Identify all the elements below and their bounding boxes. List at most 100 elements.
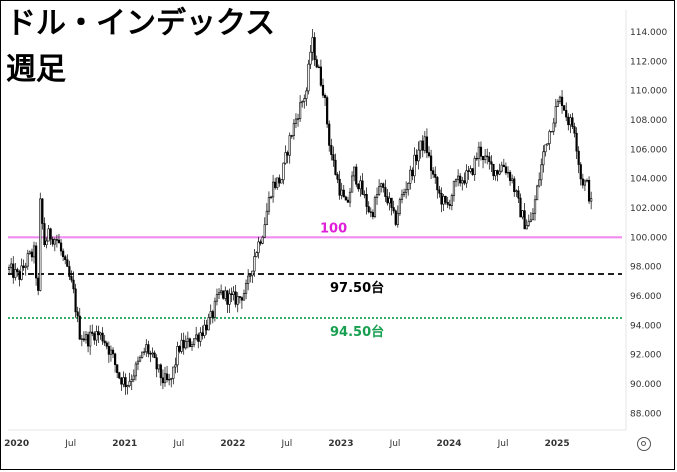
candle-body	[261, 236, 264, 244]
candle-body	[86, 334, 90, 347]
candle-body	[498, 170, 501, 175]
y-tick-label: 100.000	[630, 233, 667, 243]
candle-body	[409, 169, 412, 184]
candle-body	[344, 196, 347, 201]
candle-body	[427, 152, 431, 157]
y-tick-label: 106.000	[630, 145, 667, 155]
candle-body	[99, 332, 102, 336]
candle-body	[538, 179, 541, 187]
candle-body	[74, 288, 77, 313]
candle-body	[525, 224, 528, 230]
candle-body	[197, 334, 200, 342]
candle-body	[132, 375, 135, 380]
candle-body	[182, 339, 185, 349]
candle-body	[367, 206, 370, 213]
candle-body	[20, 265, 23, 280]
candle-body	[190, 344, 194, 347]
candle-body	[165, 373, 169, 381]
candle-body	[172, 366, 175, 379]
candle-body	[114, 353, 117, 365]
candle-body	[558, 96, 562, 102]
candle-body	[116, 364, 119, 373]
candle-body	[178, 346, 181, 352]
candle-body	[452, 180, 456, 196]
candle-body	[211, 311, 214, 318]
y-tick-label: 88.000	[630, 409, 662, 419]
candle-body	[138, 357, 142, 362]
candle-body	[49, 228, 52, 240]
candle-body	[28, 251, 31, 254]
candle-body	[357, 183, 360, 190]
candle-body	[450, 195, 453, 206]
candle-body	[269, 196, 273, 199]
candle-body	[199, 332, 202, 342]
candle-body	[432, 170, 435, 175]
candle-body	[317, 66, 320, 69]
candle-body	[444, 195, 447, 203]
candle-body	[402, 191, 406, 196]
candle-body	[434, 173, 437, 178]
candle-body	[265, 210, 268, 226]
candle-body	[328, 123, 331, 146]
candle-body	[124, 377, 127, 388]
candle-body	[461, 180, 464, 184]
candle-body	[41, 198, 44, 224]
candle-body	[511, 178, 514, 181]
candle-body	[232, 291, 235, 295]
y-tick-label: 102.000	[630, 204, 667, 214]
x-tick-label: 2023	[328, 439, 353, 449]
candle-body	[500, 164, 503, 172]
candle-body	[70, 276, 73, 281]
candle-body	[39, 198, 42, 291]
candle-body	[565, 110, 568, 118]
candle-body	[68, 266, 71, 277]
candle-body	[326, 97, 329, 125]
candle-body	[473, 157, 476, 175]
candle-body	[407, 182, 410, 190]
candle-body	[442, 195, 445, 205]
candle-body	[141, 351, 144, 358]
candle-body	[502, 164, 505, 168]
candle-body	[16, 269, 19, 272]
candle-body	[118, 372, 121, 379]
candle-body	[419, 140, 422, 151]
candle-body	[66, 259, 69, 267]
candle-body	[388, 197, 391, 204]
candle-body	[363, 194, 366, 196]
candle-body	[145, 344, 148, 353]
y-tick-label: 92.000	[630, 351, 662, 361]
candle-body	[540, 164, 543, 181]
candle-body	[159, 364, 162, 379]
candle-body	[195, 334, 198, 340]
candle-body	[417, 149, 420, 162]
candle-body	[411, 169, 414, 177]
candle-body	[59, 242, 63, 252]
candle-body	[573, 126, 576, 134]
candle-body	[236, 296, 239, 305]
candle-body	[394, 210, 397, 225]
candle-body	[222, 290, 225, 299]
candle-body	[155, 357, 158, 370]
candle-body	[587, 180, 591, 202]
level-label-0: 100	[320, 221, 347, 236]
candle-body	[425, 136, 429, 153]
candle-body	[465, 170, 468, 184]
candle-body	[321, 84, 325, 96]
candle-body	[469, 168, 472, 172]
candle-body	[22, 265, 25, 268]
candle-body	[255, 252, 258, 257]
candle-body	[276, 177, 279, 188]
candle-body	[569, 117, 572, 126]
candle-body	[355, 166, 358, 185]
candle-body	[24, 265, 27, 268]
candle-body	[361, 180, 364, 195]
gear-icon[interactable]	[637, 437, 651, 451]
candle-body	[475, 157, 478, 160]
candle-body	[486, 155, 489, 158]
chart-title: ドル・インデックス	[6, 6, 276, 41]
candle-body	[72, 279, 75, 290]
candle-body	[274, 181, 277, 188]
candle-body	[396, 213, 399, 225]
candle-body	[523, 210, 526, 230]
